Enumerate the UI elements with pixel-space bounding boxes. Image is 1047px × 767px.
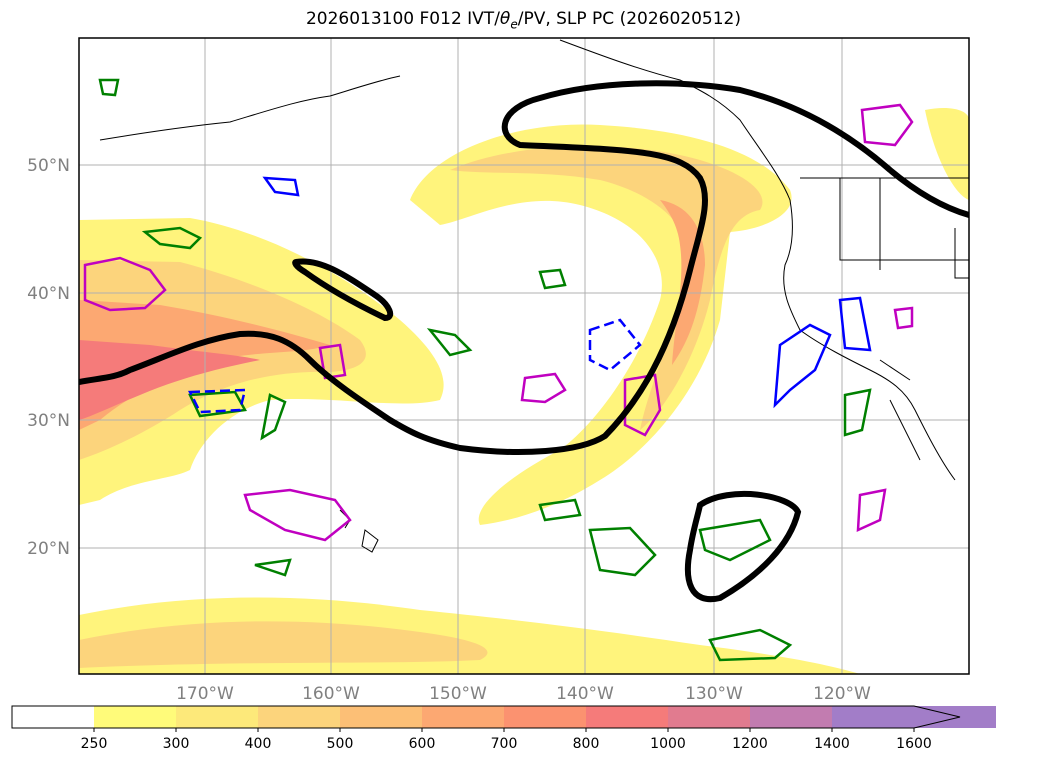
title-suffix: /PV, SLP PC (2026020512): [517, 9, 742, 29]
lat-label: 20°N: [27, 539, 70, 559]
lon-label: 140°W: [556, 684, 614, 704]
colorbar-segment: [12, 706, 94, 728]
lat-labels: 50°N 40°N 30°N 20°N: [27, 156, 70, 559]
colorbar-tick-label: 600: [409, 736, 436, 752]
lat-label: 30°N: [27, 411, 70, 431]
chart-title: 2026013100 F012 IVT/θe/PV, SLP PC (20260…: [0, 9, 1047, 31]
lon-label: 170°W: [176, 684, 234, 704]
colorbar-segment: [422, 706, 504, 728]
title-theta: θ: [499, 9, 511, 29]
lon-labels: 170°W 160°W 150°W 140°W 130°W 120°W: [176, 684, 871, 704]
title-prefix: 2026013100 F012 IVT/: [305, 9, 500, 29]
map-frame: [78, 37, 970, 675]
colorbar-tick-label: 1000: [650, 736, 686, 752]
gridlines: [79, 38, 969, 674]
colorbar-segment: [258, 706, 340, 728]
colorbar-segment: [176, 706, 258, 728]
colorbar-segment: [340, 706, 422, 728]
colorbar-segment: [750, 706, 832, 728]
colorbar-tick-label: 800: [573, 736, 600, 752]
colorbar-tick-label: 250: [81, 736, 108, 752]
colorbar-extend-arrow: [914, 706, 960, 728]
colorbar-segment: [668, 706, 750, 728]
ivt-shading: [79, 108, 969, 674]
colorbar-tick-label: 1400: [814, 736, 850, 752]
colorbar-tick-label: 400: [245, 736, 272, 752]
title-theta-sub: e: [510, 17, 518, 32]
lat-label: 50°N: [27, 156, 70, 176]
colorbar-tick-label: 700: [491, 736, 518, 752]
lon-label: 120°W: [813, 684, 871, 704]
colorbar-segment: [504, 706, 586, 728]
colorbar-tick-label: 1200: [732, 736, 768, 752]
colorbar-tick-label: 300: [163, 736, 190, 752]
slp-contour-closed-south: [684, 490, 802, 603]
slp-contour-main: [79, 80, 969, 455]
lon-label: 160°W: [302, 684, 360, 704]
lat-label: 40°N: [27, 284, 70, 304]
colorbar-segment: [832, 706, 914, 728]
coastlines: [99, 39, 969, 553]
colorbar-segment: [586, 706, 668, 728]
slp-contour-closed-north: [292, 258, 394, 322]
colorbar-outline: [11, 705, 961, 729]
colorbar-segment: [94, 706, 176, 728]
lon-label: 150°W: [429, 684, 487, 704]
pv-contours: [83, 78, 914, 662]
colorbar: 250 300 400 500 600 700 800 1000 1200 1400 1600: [11, 705, 996, 752]
colorbar-tick-label: 500: [327, 736, 354, 752]
colorbar-tick-label: 1600: [896, 736, 932, 752]
ivt-northeast: [925, 108, 969, 200]
ivt-west-peak: [79, 340, 260, 420]
lon-label: 130°W: [685, 684, 743, 704]
ivt-north-arc-core: [660, 200, 705, 365]
slp-pattern-correlation: [79, 80, 969, 603]
ivt-south-mid: [79, 621, 488, 668]
